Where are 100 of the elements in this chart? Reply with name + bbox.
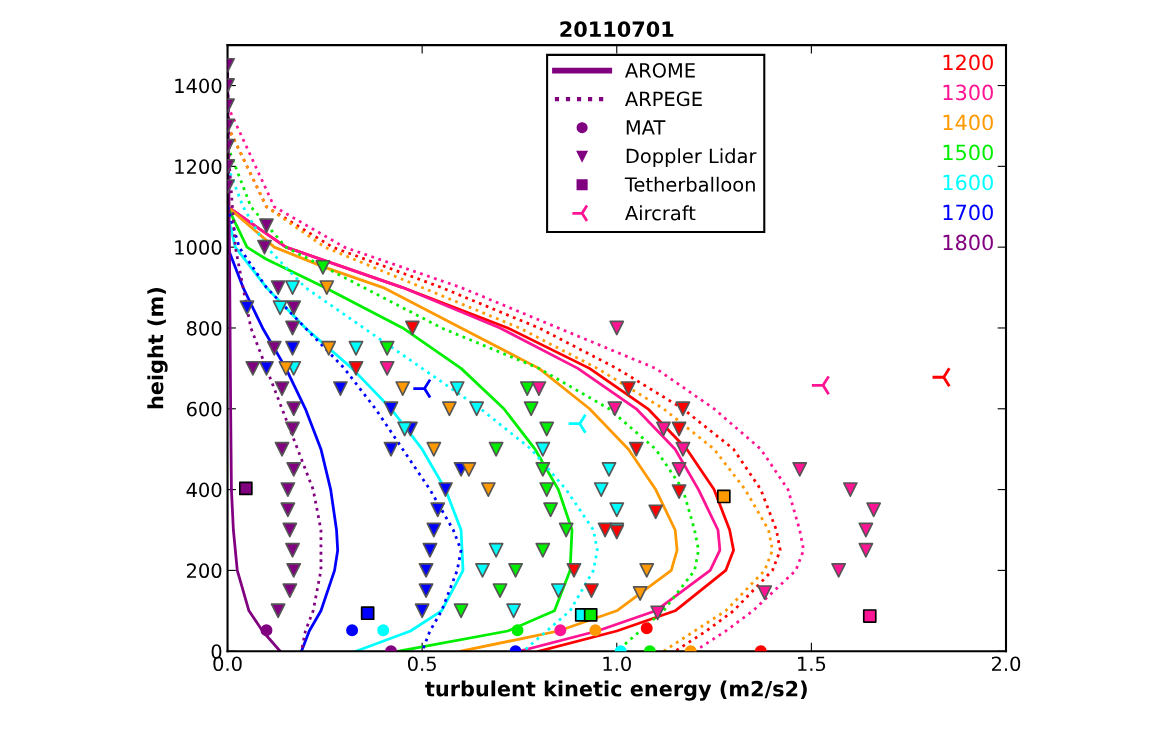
point [285,280,300,295]
point [757,585,773,601]
point [480,482,496,498]
point [671,461,687,477]
y-axis-title: height (m) [147,288,168,409]
point [404,320,420,336]
point [285,542,300,558]
point [461,461,477,477]
point [348,360,364,376]
annotation: 1800 [943,234,993,251]
point [488,542,504,558]
point [531,381,547,396]
point [278,360,294,376]
point [492,583,508,599]
legend-label: MAT [626,120,666,135]
point [609,502,625,518]
point [716,489,731,504]
point [321,340,337,356]
point [346,624,359,637]
point [511,624,524,637]
point [523,401,539,417]
x-tick-label: 1.5 [798,656,826,672]
annotation: 1600 [943,174,993,191]
point [508,562,523,578]
point [259,360,274,376]
point [539,421,555,437]
point [239,300,255,316]
y-tick-label: 800 [186,320,222,336]
point [280,482,296,498]
point [639,562,655,578]
point [831,562,847,578]
point [282,522,298,538]
point [535,461,551,477]
point [414,603,430,619]
point [519,381,535,396]
point [866,502,882,518]
annotation: 1300 [943,84,993,101]
point [539,482,555,498]
point [583,607,598,622]
point [285,421,300,437]
point [280,502,296,518]
point [597,522,613,538]
point [671,421,687,437]
point [628,441,644,457]
point [245,360,261,376]
point [632,585,648,601]
point [270,603,286,619]
point [469,401,485,417]
point [383,401,399,417]
point [260,624,273,637]
legend-label: Tetherballoon [624,176,755,192]
point [550,583,566,599]
point [360,606,375,621]
annotation: 1400 [943,114,993,131]
point [535,441,551,457]
point [792,461,808,477]
point [430,502,446,518]
point [418,562,434,578]
point [315,259,331,275]
point [395,381,411,396]
point [558,522,574,538]
point [671,484,687,500]
point [438,482,453,498]
point [348,340,364,356]
point [506,603,522,619]
point [449,381,465,396]
x-axis-title: turbulent kinetic energy (m2/s2) [425,680,807,701]
legend-label: Aircraft [625,205,696,221]
point [441,401,457,417]
y-tick-label: 400 [186,482,222,498]
point [543,502,559,518]
point [274,441,290,457]
point [272,300,288,316]
point [640,622,653,635]
point [842,482,858,498]
point [607,401,623,417]
point [650,605,666,621]
x-tick-label: 0.5 [407,656,436,672]
point [286,401,302,417]
y-tick-label: 1400 [175,78,222,94]
point [589,624,602,637]
annotation: 1700 [943,204,993,221]
point [286,562,302,578]
point [858,522,874,538]
point [377,624,390,637]
annotation: 1200 [943,54,993,71]
point [675,401,691,417]
point [862,609,877,623]
x-tick-label: 2.0 [991,656,1021,672]
chart-title: 20110701 [560,21,674,38]
point [286,461,302,477]
y-tick-label: 1000 [175,240,222,255]
point [488,441,504,457]
point [238,481,253,496]
y-tick-label: 1200 [175,159,222,175]
y-tick-label: 600 [186,401,222,417]
point [593,482,609,498]
point [426,522,442,538]
point [274,381,290,396]
y-tick-label: 200 [186,563,222,579]
